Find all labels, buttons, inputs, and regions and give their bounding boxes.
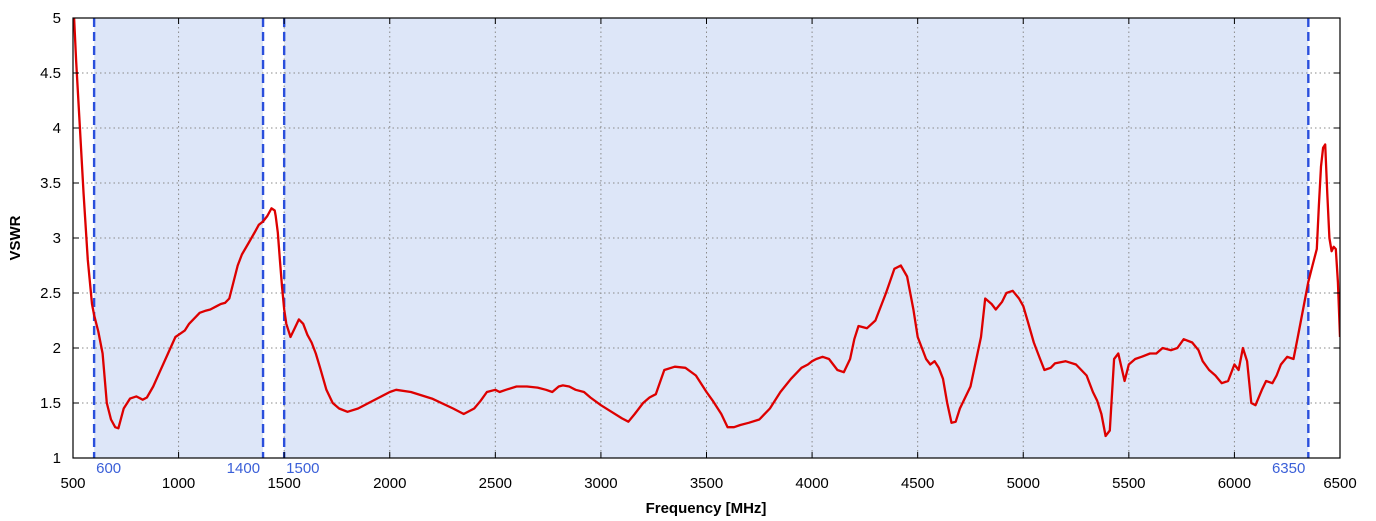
x-tick-label-1500: 1500 — [267, 475, 300, 492]
y-axis-ticks: 1 1.5 2 2.5 3 3.5 4 4.5 5 — [40, 10, 1340, 467]
x-tick-label-5000: 5000 — [1007, 475, 1040, 492]
x-axis-title: Frequency [MHz] — [646, 500, 767, 517]
x-tick-label-6500: 6500 — [1323, 475, 1356, 492]
x-tick-label-2000: 2000 — [373, 475, 406, 492]
x-tick-label-4500: 4500 — [901, 475, 934, 492]
x-axis-ticks: 500 1000 1500 2000 2500 3000 3500 4000 4500 5000 5… — [60, 18, 1357, 492]
x-tick-label-500: 500 — [60, 475, 85, 492]
y-tick-label-3: 3 — [53, 230, 61, 247]
y-tick-label-1: 1 — [53, 450, 61, 467]
x-tick-label-6000: 6000 — [1218, 475, 1251, 492]
x-tick-label-5500: 5500 — [1112, 475, 1145, 492]
y-tick-label-5: 5 — [53, 10, 61, 27]
x-tick-label-2500: 2500 — [479, 475, 512, 492]
vswr-series-line — [73, 18, 1340, 438]
y-tick-label-4.5: 4.5 — [40, 65, 61, 82]
x-tick-label-3000: 3000 — [584, 475, 617, 492]
y-tick-label-2.5: 2.5 — [40, 285, 61, 302]
y-tick-label-4: 4 — [53, 120, 61, 137]
band-edge-labels: 600 1400 1500 6350 — [96, 460, 1305, 477]
band-edge-label-6350: 6350 — [1272, 460, 1305, 477]
x-tick-label-3500: 3500 — [690, 475, 723, 492]
x-tick-label-1000: 1000 — [162, 475, 195, 492]
y-tick-label-1.5: 1.5 — [40, 395, 61, 412]
y-tick-label-2: 2 — [53, 340, 61, 357]
band-edge-label-1500: 1500 — [286, 460, 319, 477]
shaded-band-2 — [284, 18, 1309, 458]
band-edge-label-600: 600 — [96, 460, 121, 477]
y-axis-title: VSWR — [7, 215, 24, 260]
band-edge-lines — [92, 18, 1310, 458]
shaded-bands — [94, 18, 1309, 458]
y-tick-label-3.5: 3.5 — [40, 175, 61, 192]
band-edge-label-1400: 1400 — [227, 460, 260, 477]
x-tick-label-4000: 4000 — [795, 475, 828, 492]
